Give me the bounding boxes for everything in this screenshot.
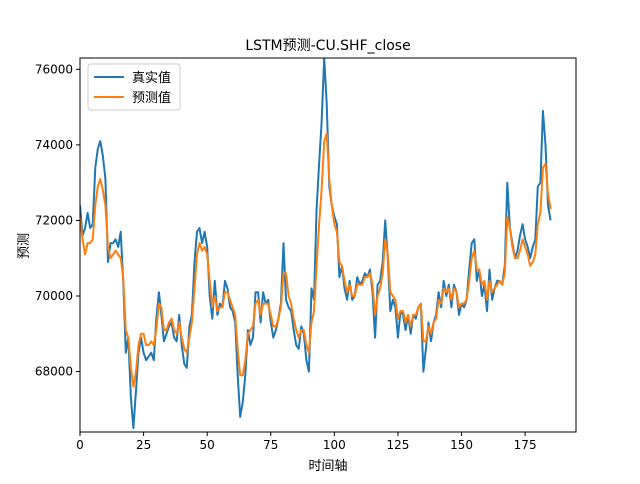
- x-tick-label: 0: [76, 438, 84, 452]
- legend-box: [87, 63, 181, 111]
- chart-title: LSTM预测-CU.SHF_close: [245, 38, 410, 54]
- y-tick-label: 74000: [35, 138, 73, 152]
- y-axis-label: 预测: [17, 233, 32, 259]
- series-line-actual: [80, 58, 552, 430]
- x-tick-label: 100: [323, 438, 346, 452]
- y-tick-label: 76000: [35, 62, 73, 76]
- y-tick-label: 70000: [35, 289, 73, 303]
- series-line-predicted: [80, 132, 552, 388]
- legend-label-predicted: 预测值: [132, 90, 171, 106]
- x-tick-label: 75: [263, 438, 278, 452]
- y-tick-label: 72000: [35, 213, 73, 227]
- x-tick-label: 125: [386, 438, 409, 452]
- x-tick-label: 25: [136, 438, 151, 452]
- x-tick-label: 50: [200, 438, 215, 452]
- plot-frame: [79, 57, 577, 433]
- legend: 真实值 预测值: [87, 63, 181, 111]
- x-tick-label: 175: [514, 438, 537, 452]
- y-tick-label: 68000: [35, 365, 73, 379]
- legend-label-actual: 真实值: [132, 70, 171, 86]
- x-tick-label: 150: [450, 438, 473, 452]
- x-axis-label: 时间轴: [308, 459, 347, 474]
